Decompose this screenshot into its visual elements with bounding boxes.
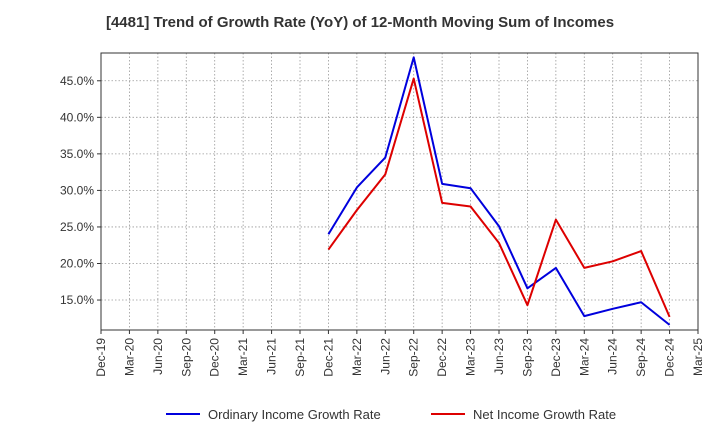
legend: Ordinary Income Growth Rate Net Income Gr… <box>166 407 616 422</box>
x-tick-label: Mar-23 <box>464 338 478 376</box>
y-tick-label: 15.0% <box>60 293 94 307</box>
chart-title: [4481] Trend of Growth Rate (YoY) of 12-… <box>105 14 615 31</box>
y-tick-label: 25.0% <box>60 220 94 234</box>
x-tick-label: Dec-19 <box>94 338 108 377</box>
x-tick-label: Sep-22 <box>407 338 421 377</box>
x-tick-label: Mar-21 <box>236 338 250 376</box>
y-axis: 15.0% 20.0% 25.0% 30.0% 35.0% 40.0% 45.0% <box>60 74 101 307</box>
x-tick-label: Jun-20 <box>151 338 165 375</box>
series-lines <box>327 56 671 326</box>
x-tick-label: Sep-20 <box>179 338 193 377</box>
x-tick-label: Sep-23 <box>520 338 534 377</box>
x-tick-label: Dec-22 <box>435 338 449 377</box>
x-tick-label: Sep-21 <box>293 338 307 377</box>
x-tick-label: Dec-21 <box>321 338 335 377</box>
x-tick-label: Jun-24 <box>606 338 620 375</box>
x-tick-label: Mar-25 <box>691 338 705 376</box>
x-tick-label: Jun-22 <box>378 338 392 375</box>
legend-label: Net Income Growth Rate <box>473 407 616 422</box>
x-tick-label: Jun-23 <box>492 338 506 375</box>
y-tick-label: 35.0% <box>60 147 94 161</box>
y-tick-label: 40.0% <box>60 110 94 124</box>
legend-label: Ordinary Income Growth Rate <box>208 407 381 422</box>
x-axis: Dec-19 Mar-20 Jun-20 Sep-20 Dec-20 Mar-21 Jun-… <box>94 330 705 377</box>
x-tick-label: Dec-20 <box>208 338 222 377</box>
x-tick-label: Dec-24 <box>663 338 677 377</box>
x-tick-label: Sep-24 <box>634 338 648 377</box>
x-tick-label: Jun-21 <box>265 338 279 375</box>
x-tick-label: Dec-23 <box>549 338 563 377</box>
grid-lines <box>100 53 699 330</box>
x-tick-label: Mar-24 <box>577 338 591 376</box>
y-tick-label: 30.0% <box>60 183 94 197</box>
plot-frame <box>100 52 699 331</box>
x-tick-label: Mar-20 <box>122 338 136 376</box>
y-tick-label: 45.0% <box>60 74 94 88</box>
y-tick-label: 20.0% <box>60 256 94 270</box>
x-tick-label: Mar-22 <box>350 338 364 376</box>
